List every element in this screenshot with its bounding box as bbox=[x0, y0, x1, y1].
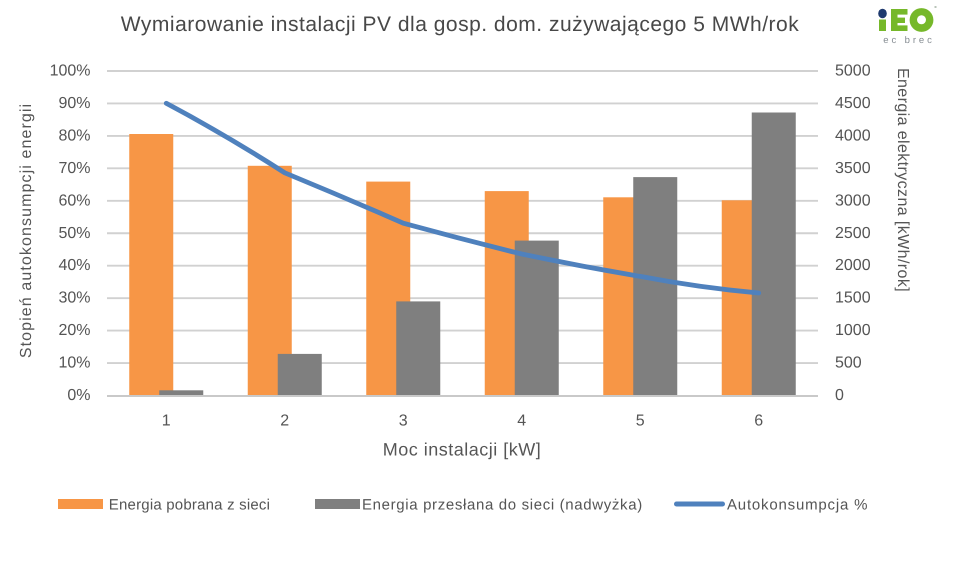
svg-text:Energia przesłana do sieci (na: Energia przesłana do sieci (nadwyżka) bbox=[362, 497, 643, 514]
svg-text:0%: 0% bbox=[67, 387, 90, 404]
svg-text:80%: 80% bbox=[58, 127, 90, 144]
svg-text:50%: 50% bbox=[58, 225, 90, 242]
svg-text:6: 6 bbox=[754, 413, 763, 430]
svg-text:4000: 4000 bbox=[835, 127, 871, 144]
svg-text:0: 0 bbox=[835, 387, 844, 404]
svg-text:ec brec: ec brec bbox=[883, 35, 934, 46]
svg-text:3500: 3500 bbox=[835, 160, 871, 177]
svg-text:Energia pobrana z sieci: Energia pobrana z sieci bbox=[109, 497, 270, 514]
svg-text:Autokonsumpcja %: Autokonsumpcja % bbox=[727, 497, 868, 514]
svg-text:1500: 1500 bbox=[835, 290, 871, 307]
svg-text:500: 500 bbox=[835, 355, 862, 372]
svg-text:3: 3 bbox=[399, 413, 408, 430]
svg-text:1: 1 bbox=[162, 413, 171, 430]
svg-text:Energia elektryczna [kWh/rok]: Energia elektryczna [kWh/rok] bbox=[894, 68, 911, 292]
svg-text:4: 4 bbox=[517, 413, 526, 430]
svg-text:Stopień autokonsumpcji energii: Stopień autokonsumpcji energii bbox=[18, 103, 35, 358]
svg-text:3000: 3000 bbox=[835, 192, 871, 209]
svg-text:40%: 40% bbox=[58, 257, 90, 274]
svg-text:30%: 30% bbox=[58, 290, 90, 307]
svg-text:10%: 10% bbox=[58, 355, 90, 372]
svg-text:4500: 4500 bbox=[835, 95, 871, 112]
svg-text:2500: 2500 bbox=[835, 225, 871, 242]
svg-text:5000: 5000 bbox=[835, 63, 871, 80]
svg-text:1000: 1000 bbox=[835, 322, 871, 339]
svg-text:70%: 70% bbox=[58, 160, 90, 177]
svg-text:20%: 20% bbox=[58, 322, 90, 339]
svg-text:90%: 90% bbox=[58, 95, 90, 112]
svg-text:5: 5 bbox=[636, 413, 645, 430]
svg-text:2000: 2000 bbox=[835, 257, 871, 274]
svg-text:Wymiarowanie instalacji PV dla: Wymiarowanie instalacji PV dla gosp. dom… bbox=[121, 13, 799, 36]
svg-text:2: 2 bbox=[280, 413, 289, 430]
svg-text:60%: 60% bbox=[58, 192, 90, 209]
svg-text:Moc instalacji [kW]: Moc instalacji [kW] bbox=[383, 440, 542, 460]
svg-text:100%: 100% bbox=[50, 63, 91, 80]
